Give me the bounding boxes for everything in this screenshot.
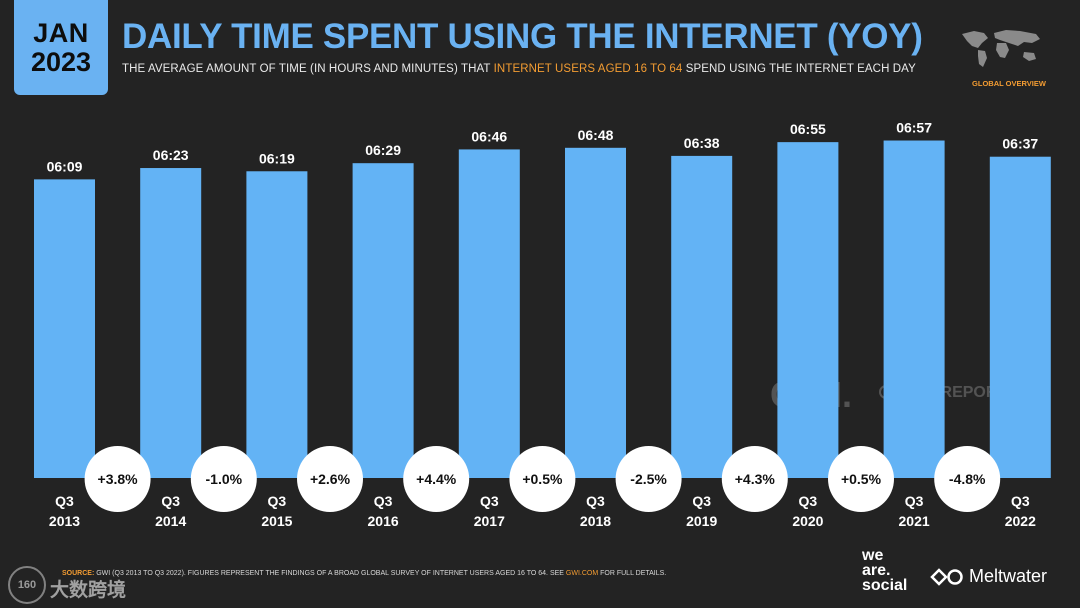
subtitle-pre: THE AVERAGE AMOUNT OF TIME (IN HOURS AND…	[122, 63, 494, 75]
tick-label-quarter-2019: Q3	[692, 493, 711, 509]
bar-2021	[883, 140, 945, 478]
tick-label-quarter-2022: Q3	[1011, 493, 1030, 509]
meltwater-icon	[930, 567, 963, 586]
subtitle-post: SPEND USING THE INTERNET EACH DAY	[682, 63, 916, 75]
date-year: 2023	[30, 46, 92, 77]
chart-title: DAILY TIME SPENT USING THE INTERNET (YOY…	[122, 17, 923, 56]
yoy-change-label-2017: +4.4%	[416, 471, 457, 487]
source-key: SOURCE:	[62, 570, 95, 577]
tick-label-year-2021: 2021	[899, 513, 930, 529]
yoy-change-label-2019: -2.5%	[630, 471, 667, 487]
bar-2013	[34, 179, 95, 479]
source-link[interactable]: GWI.COM	[565, 570, 599, 577]
we-are-social-logo: we are. social	[862, 547, 908, 594]
meltwater-logo: Meltwater	[930, 566, 1047, 587]
yoy-change-label-2022: -4.8%	[949, 471, 986, 487]
brand-we-line1: we	[862, 547, 884, 564]
bar-2020	[777, 142, 839, 479]
section-label: GLOBAL OVERVIEW	[972, 79, 1046, 88]
tick-label-year-2018: 2018	[580, 513, 611, 529]
tick-label-year-2014: 2014	[155, 513, 186, 529]
source-note: SOURCE: GWI (Q3 2013 TO Q3 2022). FIGURE…	[62, 570, 666, 577]
bar-value-label-2014: 06:23	[153, 147, 189, 163]
bar-value-label-2020: 06:55	[790, 121, 826, 137]
bar-value-label-2017: 06:46	[471, 128, 507, 144]
bar-value-label-2015: 06:19	[259, 150, 295, 166]
bar-value-label-2019: 06:38	[684, 135, 720, 151]
yoy-bubble-2019	[615, 446, 682, 512]
tick-label-year-2017: 2017	[474, 513, 505, 529]
tick-label-quarter-2020: Q3	[799, 493, 818, 509]
watermark-logo-icon: 160	[8, 566, 46, 604]
watermark-text: 大数跨境	[50, 580, 127, 601]
tick-label-quarter-2016: Q3	[374, 493, 393, 509]
brand-we-line2: are.	[862, 562, 891, 579]
yoy-bubble-2017	[403, 446, 470, 512]
yoy-bubble-2021	[828, 446, 894, 512]
yoy-bubble-2015	[190, 446, 257, 512]
chart-subtitle: THE AVERAGE AMOUNT OF TIME (IN HOURS AND…	[122, 63, 916, 75]
tick-label-quarter-2013: Q3	[55, 493, 74, 509]
source-text: GWI (Q3 2013 TO Q3 2022). FIGURES REPRES…	[94, 570, 566, 577]
yoy-change-label-2021: +0.5%	[841, 471, 882, 487]
tick-label-year-2022: 2022	[1005, 513, 1036, 529]
bar-2019	[671, 155, 733, 478]
source-tail: FOR FULL DETAILS.	[598, 570, 667, 577]
date-badge: JAN 2023	[14, 0, 108, 95]
bar-value-label-2022: 06:37	[1002, 136, 1038, 152]
yoy-change-label-2014: +3.8%	[98, 471, 139, 487]
tick-label-year-2015: 2015	[261, 513, 292, 529]
bar-2015	[246, 171, 308, 478]
subtitle-highlight: INTERNET USERS AGED 16 TO 64	[493, 63, 683, 75]
yoy-bubble-2022	[934, 446, 1001, 512]
bar-2016	[352, 163, 414, 478]
tick-label-quarter-2014: Q3	[161, 493, 180, 509]
yoy-bubble-2014	[84, 446, 151, 512]
tick-label-quarter-2015: Q3	[268, 493, 287, 509]
bar-2018	[565, 147, 626, 478]
tick-label-quarter-2018: Q3	[586, 493, 605, 509]
bar-2022	[989, 156, 1051, 478]
yoy-bubble-2016	[297, 446, 363, 512]
yoy-change-label-2018: +0.5%	[522, 471, 563, 487]
yoy-change-label-2015: -1.0%	[206, 471, 243, 487]
date-month: JAN	[33, 17, 89, 48]
yoy-bubble-2018	[509, 446, 576, 512]
meltwater-text: Meltwater	[969, 566, 1048, 586]
yoy-change-label-2016: +2.6%	[310, 471, 351, 487]
bar-value-label-2016: 06:29	[365, 142, 401, 158]
yoy-change-label-2020: +4.3%	[735, 471, 776, 487]
yoy-bubble-2020	[721, 446, 788, 512]
bar-2014	[140, 168, 202, 478]
tick-label-quarter-2021: Q3	[905, 493, 924, 509]
brand-we-line3: social	[862, 577, 908, 594]
bar-value-label-2021: 06:57	[896, 120, 932, 136]
tick-label-year-2020: 2020	[792, 513, 823, 529]
bar-2017	[458, 149, 520, 478]
bar-value-label-2013: 06:09	[47, 158, 83, 174]
tick-label-year-2016: 2016	[368, 513, 399, 529]
tick-label-year-2019: 2019	[686, 513, 717, 529]
tick-label-quarter-2017: Q3	[480, 493, 499, 509]
bar-value-label-2018: 06:48	[578, 127, 614, 143]
tick-label-year-2013: 2013	[49, 513, 80, 529]
world-map-icon	[962, 30, 1040, 67]
